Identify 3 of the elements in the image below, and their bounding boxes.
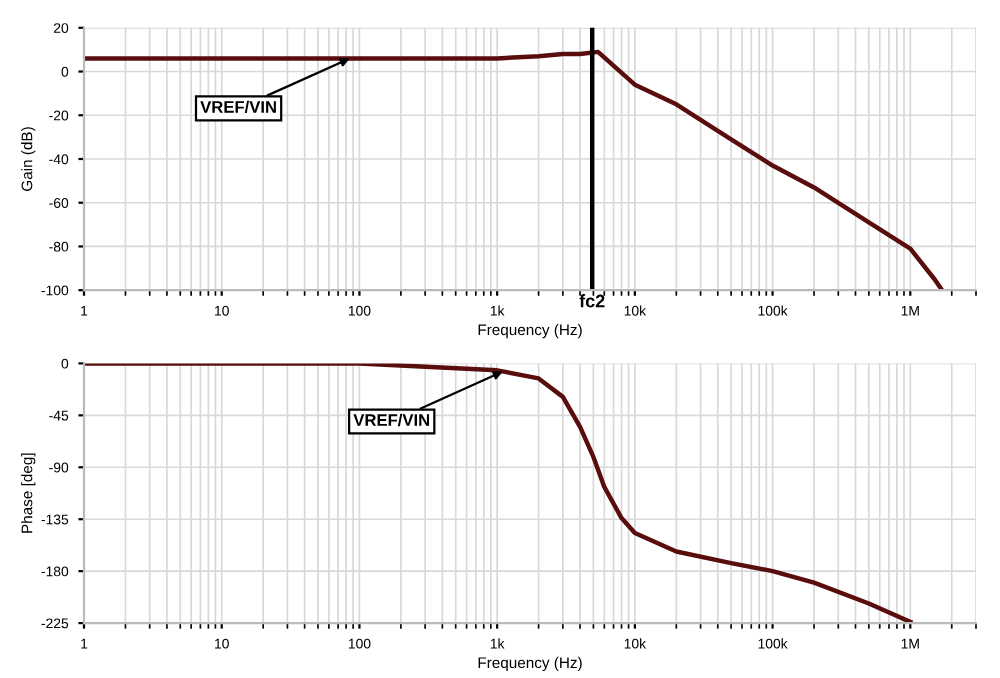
annotation: VREF/VIN [200, 100, 276, 114]
annotation: VREF/VIN [353, 413, 430, 427]
ref-line-label: fc2 [579, 294, 605, 308]
